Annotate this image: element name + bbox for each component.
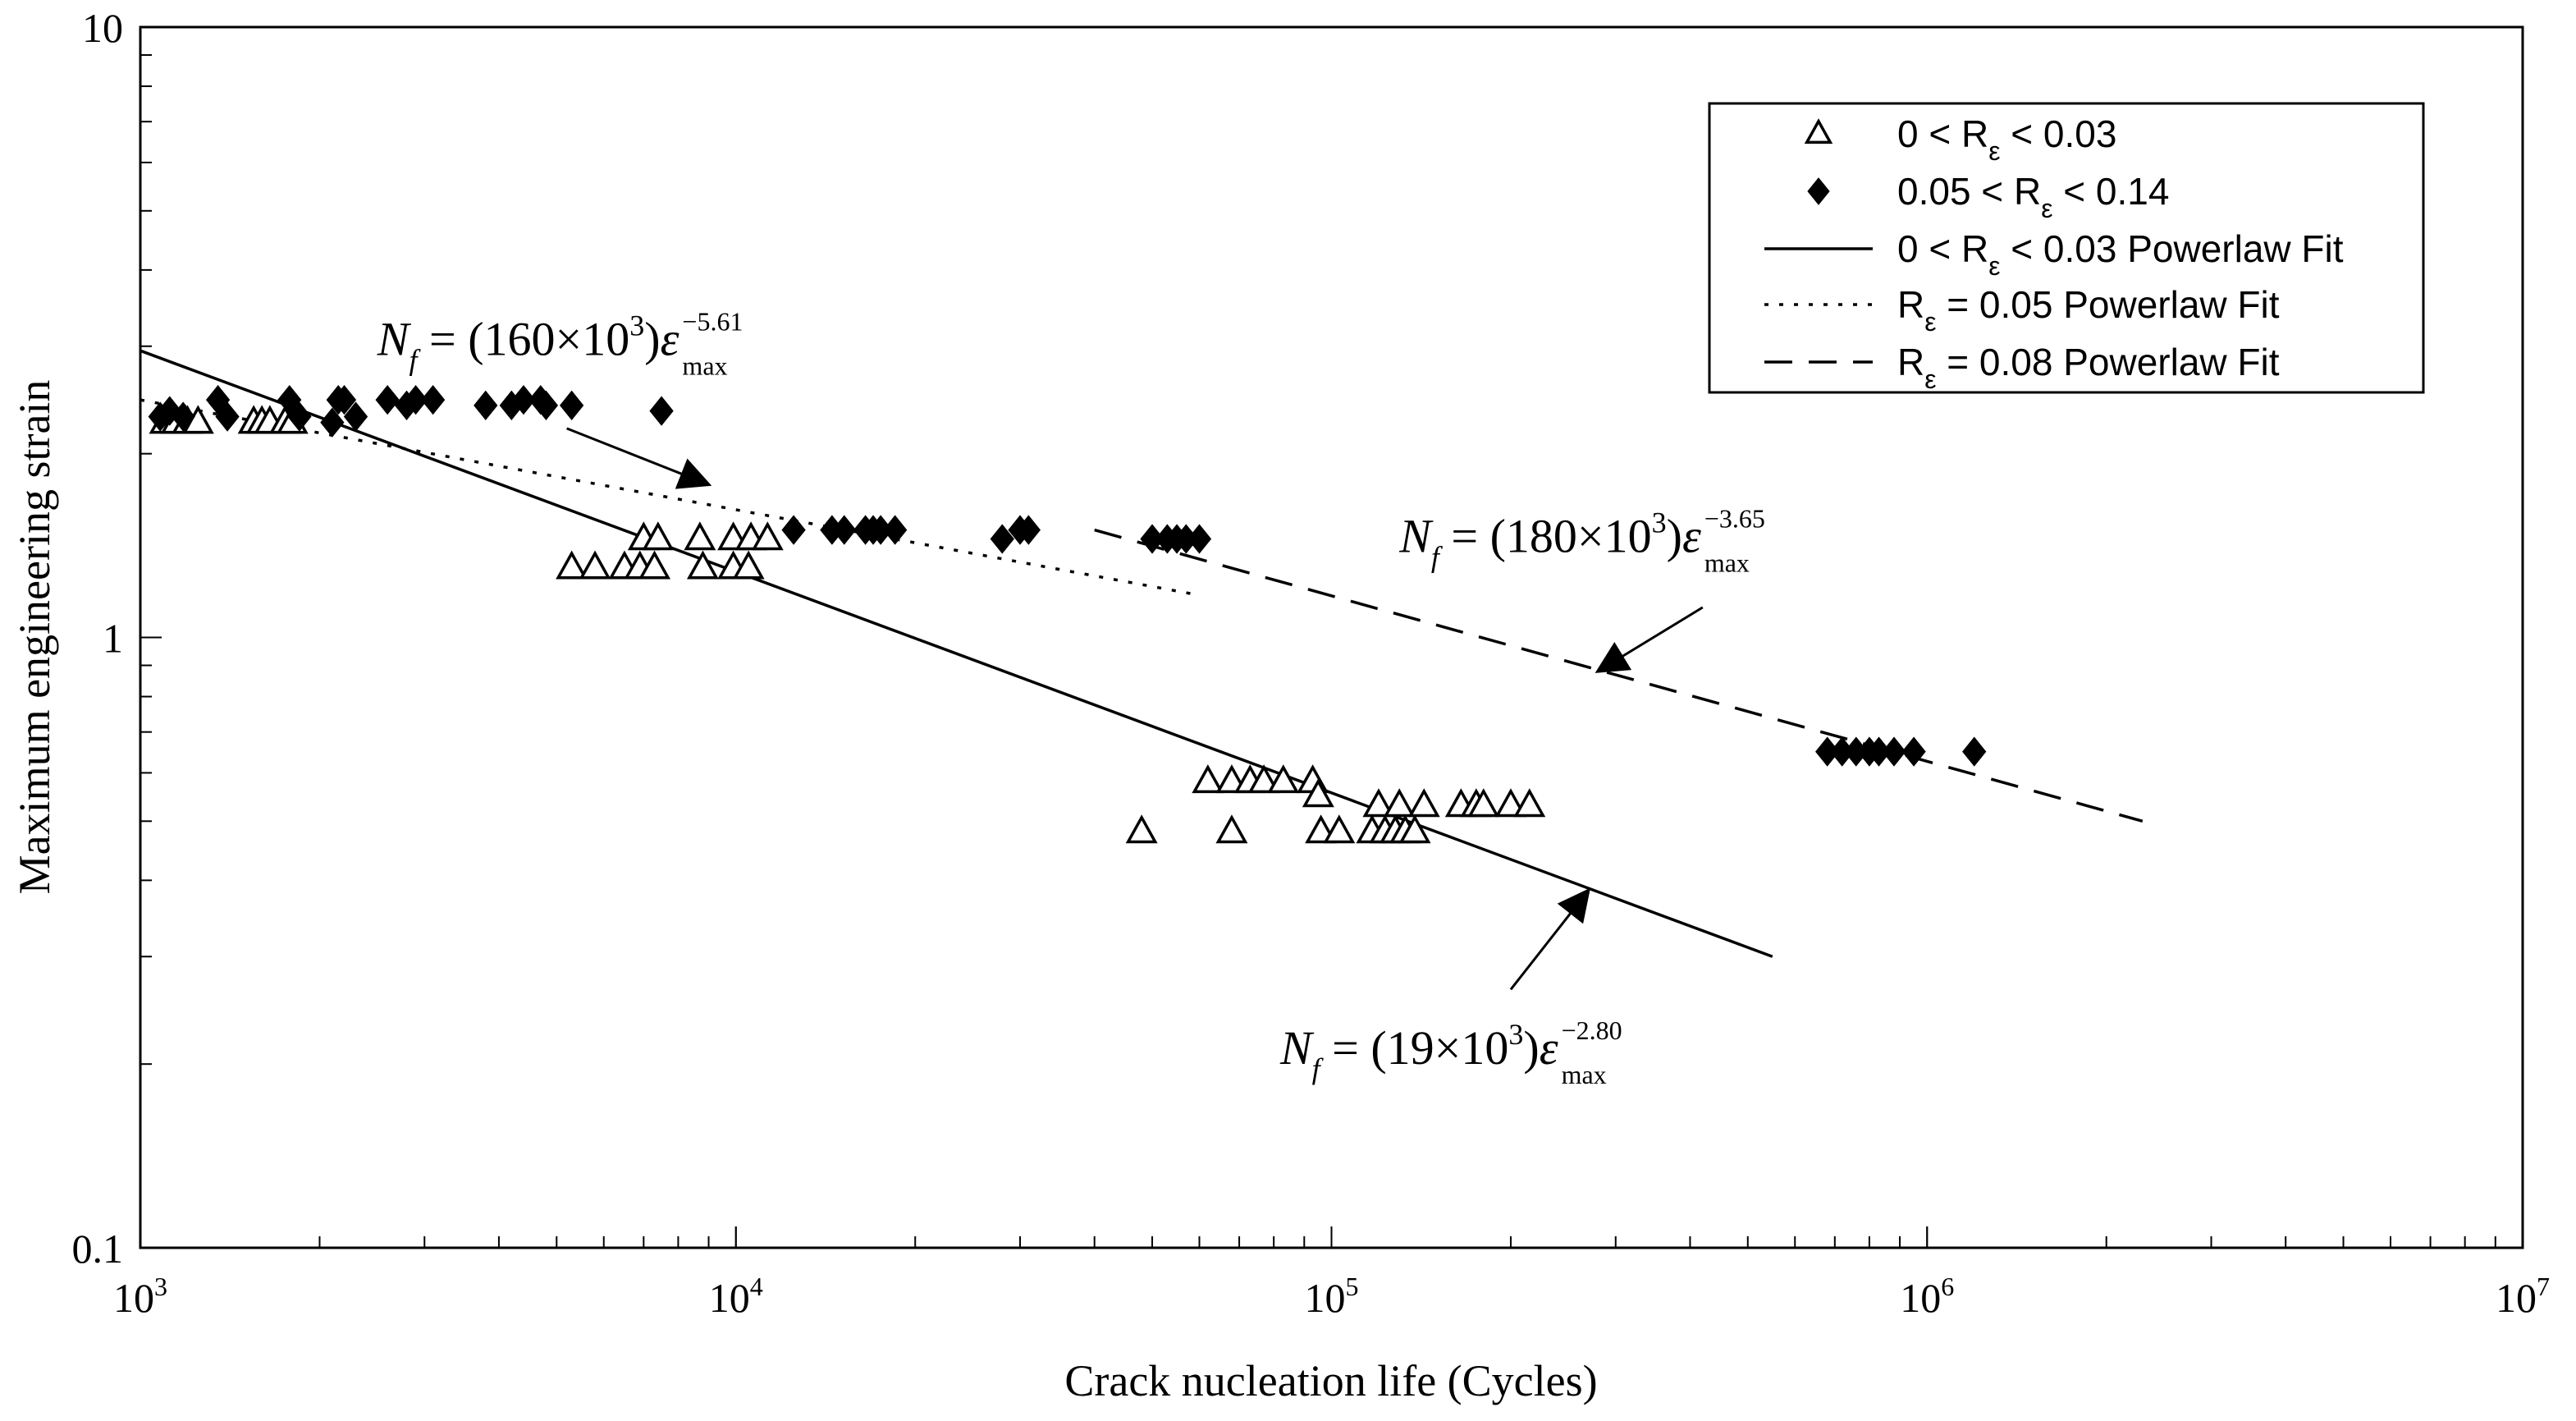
- diamond-point: [287, 401, 312, 432]
- triangle-point: [1398, 814, 1431, 844]
- x-tick-label: 106: [1900, 1272, 1954, 1321]
- triangle-point: [1215, 814, 1248, 844]
- legend-items: 0 < Rε < 0.030.05 < Rε < 0.140 < Rε < 0.…: [1764, 112, 2344, 394]
- diamond-point: [560, 390, 584, 420]
- triangle-point: [1192, 764, 1224, 794]
- triangle-point: [1383, 788, 1416, 818]
- x-tick-label: 107: [2496, 1272, 2550, 1321]
- diamond-point: [320, 407, 345, 438]
- equation-subscript: max: [1562, 1060, 1607, 1089]
- diamond-point: [1187, 524, 1212, 554]
- triangle-point: [1494, 788, 1527, 818]
- legend: 0 < Rε < 0.030.05 < Rε < 0.140 < Rε < 0.…: [1708, 102, 2425, 394]
- minor-ticks: [140, 26, 2523, 1249]
- x-tick-label: 103: [113, 1272, 167, 1321]
- diamond-point: [883, 515, 908, 545]
- y-tick-label: 10: [82, 5, 123, 51]
- diamond-point: [781, 515, 806, 545]
- fit-line-dashed: [1094, 528, 2144, 823]
- triangle-point: [1407, 788, 1440, 818]
- triangle-point: [579, 550, 611, 580]
- triangle-point: [1247, 764, 1280, 794]
- equation-subscript: max: [682, 351, 727, 381]
- y-tick-label: 1: [103, 616, 123, 662]
- equation-text: Nf = (180×103)ε −3.65: [1398, 503, 1765, 573]
- triangle-point: [642, 521, 675, 551]
- legend-label: 0 < Rε < 0.03: [1897, 112, 2116, 166]
- diamond-point: [420, 384, 446, 415]
- diamond-point: [343, 401, 368, 432]
- annotation-arrow: [1595, 606, 1704, 673]
- equation-text: Nf = (19×103)ε −2.80: [1279, 1015, 1622, 1085]
- diamond-point: [1882, 736, 1906, 767]
- diamond-point: [474, 390, 498, 420]
- triangle-point: [1513, 788, 1546, 818]
- triangle-point: [1323, 814, 1356, 844]
- triangle-point: [1302, 778, 1334, 808]
- equation-subscript: max: [1704, 548, 1750, 577]
- annotation-arrow: [566, 427, 712, 489]
- diamond-point: [375, 384, 400, 415]
- diamond-point: [1962, 736, 1987, 767]
- legend-triangle-symbol: [1804, 118, 1833, 144]
- annotation-arrow: [1509, 887, 1591, 991]
- triangle-point: [1267, 764, 1300, 794]
- fit-line-solid: [140, 349, 1773, 958]
- diamond-point: [171, 401, 195, 432]
- diamond-point: [511, 384, 536, 415]
- triangle-point: [732, 550, 765, 580]
- diamond-point: [332, 384, 357, 415]
- y-tick-label: 0.1: [72, 1226, 124, 1272]
- diamond-point: [158, 396, 182, 426]
- triangle-point: [1362, 788, 1395, 818]
- equation-text: Nf = (160×103)ε −5.61: [377, 307, 744, 377]
- x-tick-label: 105: [1305, 1272, 1359, 1321]
- x-tick-label: 104: [709, 1272, 763, 1321]
- y-tick-labels: 10 1 0.1: [72, 5, 124, 1272]
- diamond-point: [990, 524, 1014, 554]
- triangle-point: [1125, 814, 1158, 844]
- fit-line-dotted: [140, 398, 1192, 595]
- fit-lines: [140, 349, 2144, 958]
- diamond-point: [1901, 736, 1926, 767]
- legend-label: 0 < Rε < 0.03 Powerlaw Fit: [1897, 227, 2344, 281]
- y-axis-label: Maximum engineering strain: [10, 380, 59, 895]
- legend-label: 0.05 < Rε < 0.14: [1897, 170, 2169, 223]
- triangle-point: [556, 550, 588, 580]
- triangle-point: [686, 550, 719, 580]
- triangle-point: [1467, 788, 1500, 818]
- data-markers: [148, 384, 1987, 844]
- legend-diamond-symbol: [1807, 177, 1830, 205]
- diamond-point: [649, 396, 674, 426]
- x-axis-label: Crack nucleation life (Cycles): [1064, 1356, 1597, 1405]
- legend-label: Rε = 0.05 Powerlaw Fit: [1897, 283, 2280, 337]
- triangle-point: [751, 521, 784, 551]
- triangle-point: [684, 521, 716, 551]
- x-tick-labels: 103 104 105 106 107: [113, 1272, 2550, 1321]
- diamond-point: [533, 390, 559, 420]
- diamond-point: [1016, 515, 1041, 545]
- diamond-point: [832, 515, 857, 545]
- diamond-point: [403, 384, 428, 415]
- diamond-point: [215, 401, 240, 432]
- triangle-point: [638, 550, 671, 580]
- legend-label: Rε = 0.08 Powerlaw Fit: [1897, 341, 2280, 394]
